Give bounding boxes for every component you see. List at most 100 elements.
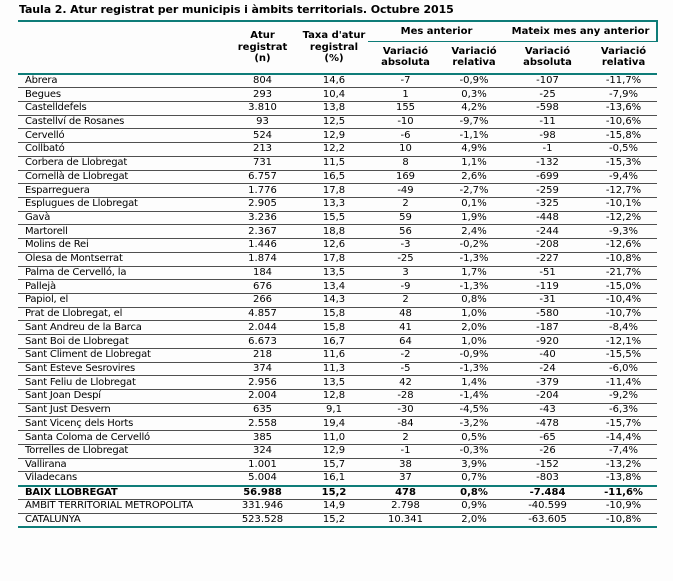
value-cell: -1 bbox=[505, 142, 591, 157]
value-cell: 18,8 bbox=[300, 224, 368, 240]
value-cell: -10,6% bbox=[590, 115, 658, 130]
unemployment-table: Atur registrat (n) Taxa d'atur registral… bbox=[18, 20, 659, 528]
value-cell: 13,5 bbox=[300, 266, 368, 281]
value-cell: 385 bbox=[225, 430, 300, 445]
value-cell: 0,9% bbox=[443, 499, 506, 514]
header-group-row: Atur registrat (n) Taxa d'atur registral… bbox=[18, 21, 659, 75]
value-cell: 42 bbox=[368, 375, 443, 391]
value-cell: -107 bbox=[505, 74, 591, 89]
value-cell: 1,7% bbox=[443, 266, 506, 281]
value-cell: 3,9% bbox=[443, 458, 506, 473]
municipality-row: Cornellà de Llobregat 6.757 16,5 169 2,6% -69… bbox=[18, 170, 658, 185]
value-cell: -28 bbox=[368, 389, 443, 404]
value-cell: 8 bbox=[368, 156, 443, 171]
value-cell: 12,9 bbox=[300, 128, 368, 144]
value-cell: -152 bbox=[505, 458, 591, 473]
col-header-variacio-absoluta-any: Variació absoluta bbox=[505, 41, 591, 75]
value-cell: -325 bbox=[505, 197, 591, 212]
value-cell: 11,0 bbox=[300, 430, 368, 445]
value-cell: -8,4% bbox=[590, 320, 658, 336]
value-cell: -9,7% bbox=[443, 115, 506, 130]
value-cell: -15,8% bbox=[590, 128, 658, 144]
municipality-row: Collbató 213 12,2 10 4,9% -1 -0,5% bbox=[18, 142, 658, 157]
group-header-mateix-mes-any-anterior: Mateix mes any anterior bbox=[505, 21, 659, 42]
value-cell: 0,3% bbox=[443, 87, 506, 102]
value-cell: -3,2% bbox=[443, 416, 506, 432]
value-cell: 731 bbox=[225, 156, 300, 171]
value-cell: -9,4% bbox=[590, 170, 658, 185]
value-cell: -3 bbox=[368, 238, 443, 253]
value-cell: -9 bbox=[368, 279, 443, 294]
municipality-column-header bbox=[18, 21, 225, 75]
value-cell: -10 bbox=[368, 115, 443, 130]
value-cell: 2,0% bbox=[443, 320, 506, 336]
value-cell: -11,6% bbox=[590, 484, 658, 500]
value-cell: 293 bbox=[225, 87, 300, 102]
value-cell: -244 bbox=[505, 224, 591, 240]
municipality-row: Begues 293 10,4 1 0,3% -25 -7,9% bbox=[18, 87, 658, 102]
value-cell: -25 bbox=[505, 87, 591, 102]
value-cell: 14,9 bbox=[300, 499, 368, 514]
value-cell: -84 bbox=[368, 416, 443, 432]
value-cell: 524 bbox=[225, 128, 300, 144]
municipality-name-cell: Pallejà bbox=[18, 279, 225, 294]
value-cell: 2 bbox=[368, 430, 443, 445]
value-cell: 37 bbox=[368, 471, 443, 487]
value-cell: -204 bbox=[505, 389, 591, 404]
value-cell: -448 bbox=[505, 211, 591, 226]
value-cell: -12,6% bbox=[590, 238, 658, 253]
value-cell: 4,9% bbox=[443, 142, 506, 157]
value-cell: -40 bbox=[505, 348, 591, 363]
municipality-name-cell: CATALUNYA bbox=[18, 513, 225, 528]
value-cell: -11,7% bbox=[590, 74, 658, 89]
municipality-name-cell: Esplugues de Llobregat bbox=[18, 197, 225, 212]
value-cell: -26 bbox=[505, 444, 591, 459]
municipality-name-cell: Sant Just Desvern bbox=[18, 403, 225, 418]
value-cell: -7,4% bbox=[590, 444, 658, 459]
value-cell: 16,1 bbox=[300, 471, 368, 487]
value-cell: 1.776 bbox=[225, 183, 300, 198]
value-cell: 1,1% bbox=[443, 156, 506, 171]
value-cell: -10,8% bbox=[590, 513, 658, 528]
municipality-row: Sant Just Desvern 635 9,1 -30 -4,5% -43 -6,3% bbox=[18, 403, 658, 418]
col-header-variacio-relativa-mes: Variació relativa bbox=[443, 41, 506, 75]
municipality-row: Martorell 2.367 18,8 56 2,4% -244 -9,3% bbox=[18, 224, 658, 240]
municipality-row: Gavà 3.236 15,5 59 1,9% -448 -12,2% bbox=[18, 211, 658, 226]
municipality-name-cell: Collbató bbox=[18, 142, 225, 157]
value-cell: 478 bbox=[368, 484, 443, 500]
value-cell: -30 bbox=[368, 403, 443, 418]
value-cell: 0,8% bbox=[443, 484, 506, 500]
value-cell: 804 bbox=[225, 74, 300, 89]
value-cell: 0,1% bbox=[443, 197, 506, 212]
municipality-name-cell: ÀMBIT TERRITORIAL METROPOLITÀ bbox=[18, 499, 225, 514]
value-cell: 11,5 bbox=[300, 156, 368, 171]
value-cell: -6 bbox=[368, 128, 443, 144]
value-cell: 12,6 bbox=[300, 238, 368, 253]
value-cell: 676 bbox=[225, 279, 300, 294]
total-row: BAIX LLOBREGAT 56.988 15,2 478 0,8% -7.484 -11… bbox=[18, 484, 658, 500]
value-cell: 11,3 bbox=[300, 362, 368, 377]
table-title: Taula 2. Atur registrat per municipis i … bbox=[19, 3, 454, 16]
municipality-row: Viladecans 5.004 16,1 37 0,7% -803 -13,8% bbox=[18, 471, 658, 487]
value-cell: -7.484 bbox=[505, 484, 591, 500]
municipality-row: Molins de Rei 1.446 12,6 -3 -0,2% -208 -12,6% bbox=[18, 238, 658, 253]
municipality-row: Castellví de Rosanes 93 12,5 -10 -9,7% -11 -10… bbox=[18, 115, 658, 130]
municipality-name-cell: Castellví de Rosanes bbox=[18, 115, 225, 130]
value-cell: 13,3 bbox=[300, 197, 368, 212]
municipality-row: Vallirana 1.001 15,7 38 3,9% -152 -13,2% bbox=[18, 458, 658, 473]
municipality-row: Esplugues de Llobregat 2.905 13,3 2 0,1% -325… bbox=[18, 197, 658, 212]
col-header-variacio-relativa-any: Variació relativa bbox=[590, 41, 658, 75]
value-cell: -15,7% bbox=[590, 416, 658, 432]
value-cell: 184 bbox=[225, 266, 300, 281]
value-cell: 2.044 bbox=[225, 320, 300, 336]
value-cell: -7,9% bbox=[590, 87, 658, 102]
municipality-row: Sant Esteve Sesrovires 374 11,3 -5 -1,3% -24-… bbox=[18, 362, 658, 377]
municipality-row: Torrelles de Llobregat 324 12,9 -1 -0,3% -26-… bbox=[18, 444, 658, 459]
value-cell: 15,8 bbox=[300, 307, 368, 322]
table-body: Abrera 804 14,6 -7 -0,9% -107 -11,7% Begues 293 1… bbox=[18, 74, 658, 487]
value-cell: 10.341 bbox=[368, 513, 443, 528]
value-cell: 16,5 bbox=[300, 170, 368, 185]
value-cell: 19,4 bbox=[300, 416, 368, 432]
value-cell: 10 bbox=[368, 142, 443, 157]
